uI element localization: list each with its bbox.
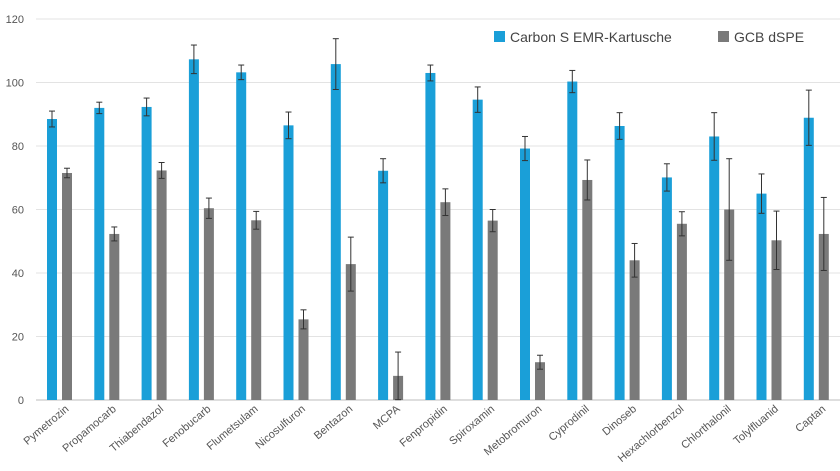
bar-gcb-dspe <box>818 233 829 400</box>
x-axis-ticks: PymetrozinPropamocarbThiabendazolFenobuc… <box>22 403 829 465</box>
bar-gcb-dspe <box>440 202 451 400</box>
bar-gcb-dspe <box>487 220 498 400</box>
bar-carbon-s-emr <box>567 81 578 401</box>
x-tick-label: Flumetsulam <box>205 403 261 453</box>
bar-gcb-dspe <box>676 223 687 400</box>
legend-swatch-carbon <box>494 31 505 42</box>
bar-gcb-dspe <box>345 264 356 400</box>
bar-carbon-s-emr <box>188 59 199 400</box>
y-tick-label: 100 <box>6 78 24 90</box>
y-tick-label: 20 <box>12 332 24 344</box>
x-tick-label: Nicosulfuron <box>253 403 308 451</box>
y-tick-label: 80 <box>12 141 24 153</box>
bar-carbon-s-emr <box>47 119 57 400</box>
x-tick-label: Tolylfluanid <box>732 403 781 447</box>
bar-gcb-dspe <box>535 362 545 400</box>
bar-carbon-s-emr <box>378 170 389 400</box>
legend-label-carbon: Carbon S EMR-Kartusche <box>510 29 672 45</box>
bar-gcb-dspe <box>109 233 120 400</box>
x-tick-label: Pymetrozin <box>22 403 72 448</box>
x-tick-label: Cyprodinil <box>547 403 592 444</box>
x-tick-label: MCPA <box>371 403 403 433</box>
bar-carbon-s-emr <box>236 72 247 400</box>
x-tick-label: Captan <box>793 403 828 435</box>
bar-carbon-s-emr <box>330 64 341 401</box>
bar-carbon-s-emr <box>756 193 767 400</box>
bar-carbon-s-emr <box>803 117 814 401</box>
bar-gcb-dspe <box>724 209 735 400</box>
bars <box>47 38 829 401</box>
bar-carbon-s-emr <box>141 106 152 400</box>
bar-carbon-s-emr <box>425 72 436 400</box>
bar-carbon-s-emr <box>661 177 672 400</box>
bar-carbon-s-emr <box>472 99 483 401</box>
bar-gcb-dspe <box>582 179 593 400</box>
legend-swatch-gcb <box>718 31 729 42</box>
x-tick-label: Dinoseb <box>600 403 639 438</box>
x-tick-label: Bentazon <box>312 403 355 442</box>
bar-gcb-dspe <box>629 260 640 400</box>
legend-label-gcb: GCB dSPE <box>734 29 804 45</box>
bar-gcb-dspe <box>62 172 72 400</box>
x-tick-label: Spiroxamin <box>447 403 497 448</box>
bar-carbon-s-emr <box>94 107 105 401</box>
bar-carbon-s-emr <box>283 125 294 401</box>
x-tick-label: Chlorthalonil <box>679 403 734 452</box>
y-tick-label: 40 <box>12 268 24 280</box>
x-tick-label: Fenpropidin <box>398 403 450 450</box>
bar-carbon-s-emr <box>709 136 720 400</box>
legend: Carbon S EMR-Kartusche GCB dSPE <box>494 29 804 45</box>
bar-carbon-s-emr <box>520 148 530 400</box>
y-axis-ticks: 0 20 40 60 80 100 120 <box>6 14 24 407</box>
bar-gcb-dspe <box>771 240 782 400</box>
bar-gcb-dspe <box>203 208 214 400</box>
y-tick-label: 60 <box>12 205 24 217</box>
y-tick-label: 0 <box>18 395 24 407</box>
bar-carbon-s-emr <box>614 125 625 400</box>
y-tick-label: 120 <box>6 14 24 26</box>
bar-gcb-dspe <box>251 220 262 400</box>
bar-gcb-dspe <box>298 319 309 400</box>
bar-gcb-dspe <box>156 170 167 400</box>
grid-lines <box>36 18 840 401</box>
